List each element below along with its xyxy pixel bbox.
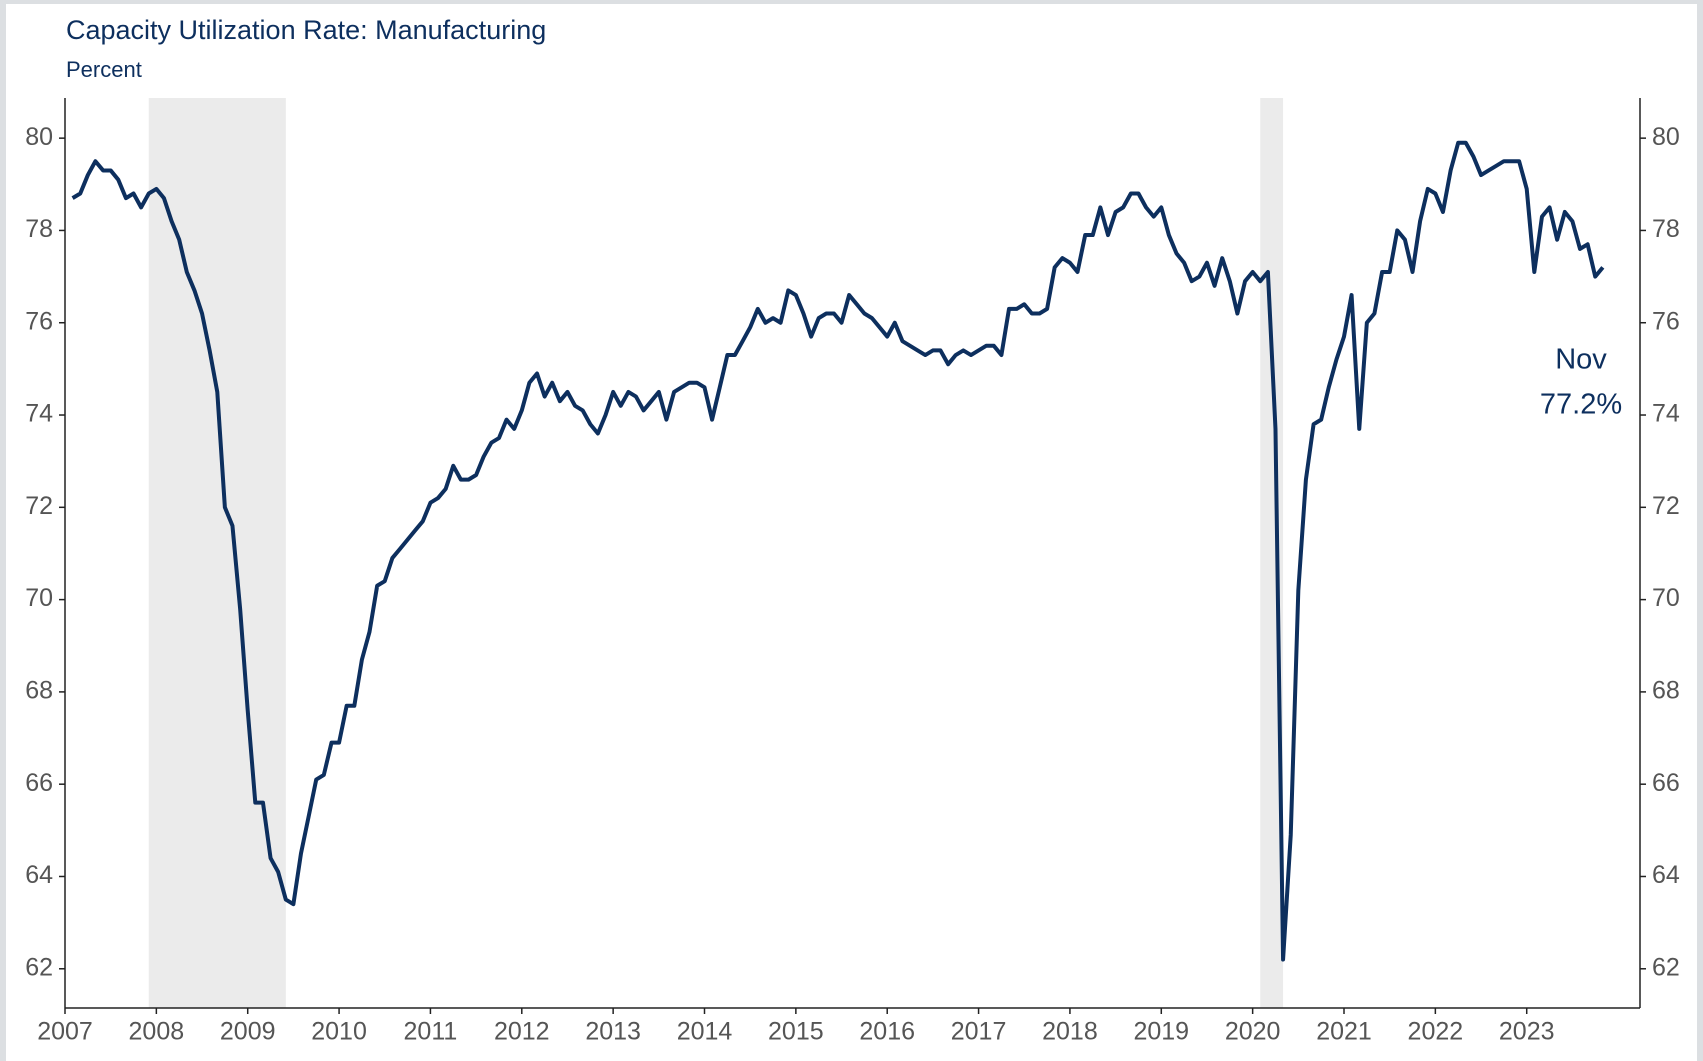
chart-title: Capacity Utilization Rate: Manufacturing	[66, 15, 546, 45]
chart-subtitle: Percent	[66, 57, 142, 82]
x-tick-label: 2011	[404, 1018, 458, 1046]
x-tick-label: 2019	[1133, 1018, 1189, 1046]
y2-tick-label: 80	[1652, 123, 1680, 151]
x-tick-label: 2015	[768, 1018, 824, 1046]
y2-tick-label: 74	[1652, 400, 1680, 428]
recession-band	[1260, 98, 1284, 1008]
annotation: Nov	[1555, 344, 1607, 376]
annotation: 77.2%	[1540, 389, 1622, 421]
y-tick-label: 76	[25, 307, 53, 335]
x-tick-label: 2008	[129, 1018, 185, 1046]
data-line	[71, 140, 1605, 962]
y2-tick-label: 78	[1652, 215, 1680, 243]
x-tick-label: 2013	[585, 1018, 641, 1046]
x-tick-label: 2007	[37, 1018, 93, 1046]
x-tick-label: 2010	[311, 1018, 367, 1046]
y2-tick-label: 70	[1652, 584, 1680, 612]
x-tick-label: 2020	[1225, 1018, 1281, 1046]
y-tick-label: 68	[25, 677, 53, 705]
x-tick-label: 2014	[677, 1018, 733, 1046]
y-tick-label: 80	[25, 123, 53, 151]
recession-band	[148, 98, 286, 1008]
y2-tick-label: 62	[1652, 953, 1680, 981]
y-tick-label: 72	[25, 492, 53, 520]
y-tick-label: 66	[25, 769, 53, 797]
y2-tick-label: 64	[1652, 861, 1680, 889]
y2-tick-label: 68	[1652, 677, 1680, 705]
x-tick-label: 2009	[220, 1018, 276, 1046]
x-tick-label: 2017	[951, 1018, 1007, 1046]
x-tick-label: 2021	[1316, 1018, 1372, 1046]
x-tick-label: 2022	[1408, 1018, 1464, 1046]
y-tick-label: 74	[25, 400, 53, 428]
x-tick-label: 2018	[1042, 1018, 1098, 1046]
y2-tick-label: 76	[1652, 307, 1680, 335]
y2-tick-label: 72	[1652, 492, 1680, 520]
y-tick-label: 70	[25, 584, 53, 612]
x-tick-label: 2012	[494, 1018, 550, 1046]
x-tick-label: 2016	[859, 1018, 915, 1046]
y-tick-label: 78	[25, 215, 53, 243]
x-tick-label: 2023	[1499, 1018, 1555, 1046]
y-tick-label: 64	[25, 861, 53, 889]
panel	[6, 4, 1697, 1061]
y2-tick-label: 66	[1652, 769, 1680, 797]
y-tick-label: 62	[25, 953, 53, 981]
